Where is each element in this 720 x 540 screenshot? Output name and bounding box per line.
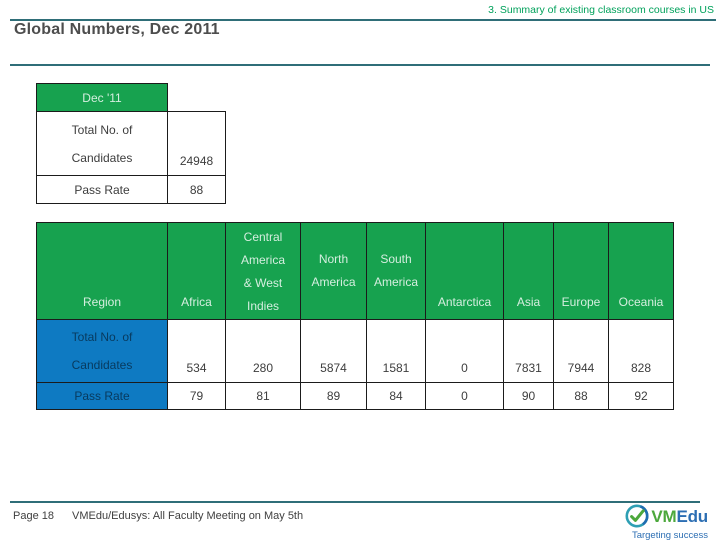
region-candidates-label: Total No. of Candidates: [36, 319, 168, 383]
summary-period-header: Dec '11: [36, 83, 168, 112]
candidates-label-line1: Total No. of: [71, 122, 133, 137]
candidates-value-cell: 7944: [553, 319, 609, 383]
region-header-asia: Asia: [503, 222, 554, 320]
logo-tagline: Targeting success: [631, 530, 708, 540]
candidates-value-cell: 1581: [366, 319, 426, 383]
region-header-africa: Africa: [167, 222, 226, 320]
pass-rate-value-cell: 0: [425, 382, 504, 410]
summary-candidates-label: Total No. of Candidates: [36, 111, 168, 176]
vmedu-wordmark: VMEdu: [651, 508, 708, 525]
header-rule: [10, 19, 716, 21]
region-header-oceania: Oceania: [608, 222, 674, 320]
footer-rule: [10, 501, 700, 503]
candidates-label-line2: Candidates: [71, 150, 133, 165]
candidates-value-cell: 534: [167, 319, 226, 383]
pass-rate-value-cell: 79: [167, 382, 226, 410]
section-label: 3. Summary of existing classroom courses…: [488, 4, 714, 16]
region-table: Region Africa Central America & West Indies…: [36, 222, 674, 410]
candidates-label-line1: Total No. of: [71, 330, 133, 344]
candidates-value-cell: 0: [425, 319, 504, 383]
region-pass-rate-label: Pass Rate: [36, 382, 168, 410]
region-corner-label: Region: [36, 222, 168, 320]
candidates-label-line2: Candidates: [71, 358, 133, 372]
vmedu-logo: VMEdu Targeting success: [602, 503, 708, 540]
region-header-south-america: South America: [366, 222, 426, 320]
pass-rate-value-cell: 92: [608, 382, 674, 410]
summary-pass-rate-value: 88: [167, 175, 226, 204]
candidates-value-cell: 828: [608, 319, 674, 383]
region-header-central-america-west-indies: Central America & West Indies: [225, 222, 301, 320]
brand-vm: VM: [651, 506, 677, 526]
pass-rate-value-cell: 89: [300, 382, 367, 410]
pass-rate-value-cell: 81: [225, 382, 301, 410]
pass-rate-value-cell: 90: [503, 382, 554, 410]
vmedu-logo-icon: [625, 504, 649, 528]
summary-candidates-value: 24948: [167, 111, 226, 176]
summary-pass-rate-label: Pass Rate: [36, 175, 168, 204]
candidates-value-cell: 280: [225, 319, 301, 383]
title-rule: [10, 64, 710, 66]
candidates-value-cell: 5874: [300, 319, 367, 383]
footer-note: VMEdu/Edusys: All Faculty Meeting on May…: [72, 510, 304, 522]
pass-rate-value-cell: 88: [553, 382, 609, 410]
page-number: Page 18: [13, 510, 54, 522]
summary-table: Dec '11 Total No. of Candidates 24948 Pas…: [36, 83, 226, 204]
brand-edu: Edu: [676, 506, 708, 526]
region-header-antarctica: Antarctica: [425, 222, 504, 320]
pass-rate-value-cell: 84: [366, 382, 426, 410]
page-title: Global Numbers, Dec 2011: [14, 21, 220, 38]
region-header-north-america: North America: [300, 222, 367, 320]
candidates-value-cell: 7831: [503, 319, 554, 383]
region-header-europe: Europe: [553, 222, 609, 320]
